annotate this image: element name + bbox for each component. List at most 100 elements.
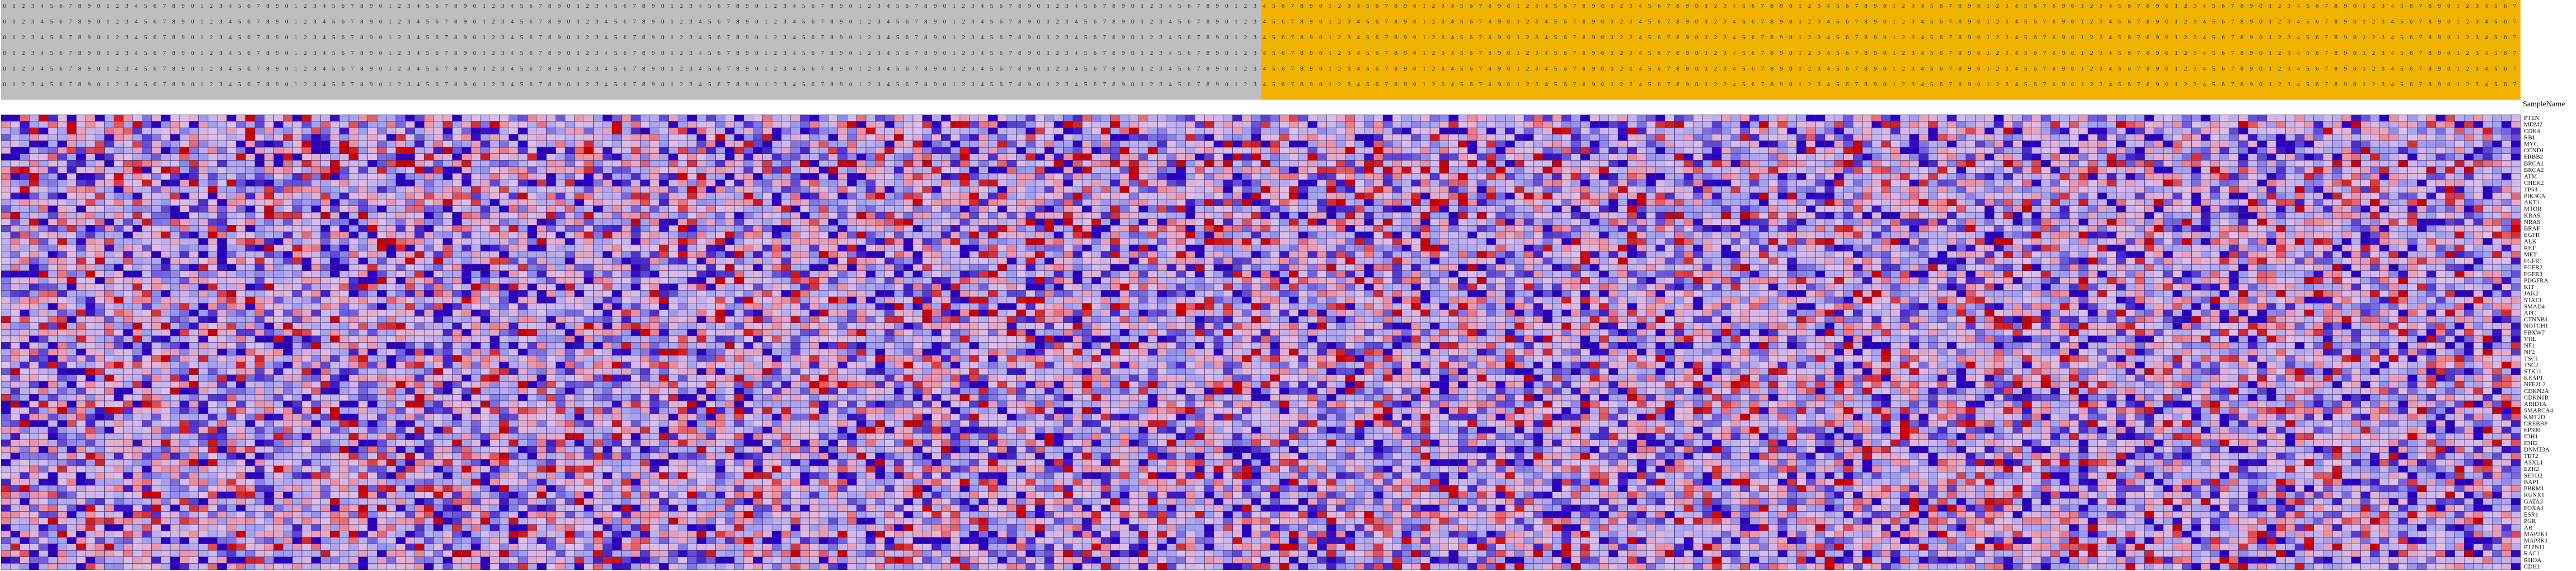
heatmap-cell [631, 134, 641, 141]
column-label-mark: 8 [360, 34, 364, 41]
heatmap-cell [1477, 147, 1487, 154]
heatmap-cell [283, 160, 293, 167]
column-label-mark: 4 [2297, 34, 2300, 41]
heatmap-cell [142, 128, 152, 134]
column-label-mark: 3 [783, 81, 786, 88]
heatmap-cell [339, 121, 349, 128]
heatmap-cell [453, 128, 462, 134]
heatmap-cell [1721, 115, 1731, 121]
heatmap-cell [1543, 115, 1553, 121]
heatmap-cell [1449, 128, 1459, 134]
heatmap-cell [1881, 134, 1891, 141]
heatmap-cell [1449, 141, 1459, 147]
column-label-mark: 5 [238, 18, 241, 25]
column-label-mark: 2 [586, 18, 589, 25]
heatmap-cell [1599, 128, 1609, 134]
heatmap-cell [2276, 134, 2286, 141]
column-label-mark: 6 [59, 81, 63, 88]
heatmap-cell [1120, 121, 1129, 128]
heatmap-cell [1599, 134, 1609, 141]
heatmap-cell [923, 128, 932, 134]
heatmap-cell [198, 141, 208, 147]
heatmap-cell [386, 134, 396, 141]
column-label-mark: 7 [1197, 34, 1200, 41]
column-label-mark: 3 [1818, 34, 1821, 41]
heatmap-cell [1045, 134, 1054, 141]
heatmap-cell [86, 115, 95, 121]
heatmap-cell [518, 147, 528, 154]
column-label-mark: 9 [181, 65, 185, 72]
heatmap-cell [1966, 115, 1976, 121]
heatmap-cell [1957, 121, 1966, 128]
heatmap-cell [734, 134, 744, 141]
heatmap-cell [1712, 128, 1722, 134]
heatmap-cell [321, 160, 330, 167]
heatmap-cell [2398, 134, 2408, 141]
heatmap-cell [330, 141, 339, 147]
column-label-mark: 8 [1958, 65, 1962, 72]
column-label-mark: 6 [1563, 18, 1567, 25]
heatmap-cell [396, 128, 406, 134]
column-label-mark: 4 [1357, 81, 1360, 88]
column-label-mark: 8 [548, 50, 552, 57]
heatmap-cell [349, 128, 358, 134]
column-label-mark: 4 [417, 18, 420, 25]
heatmap-cell [2098, 115, 2107, 121]
column-label-mark: 1 [1140, 65, 1144, 72]
heatmap-cell [923, 147, 932, 154]
column-label-mark: 0 [97, 3, 100, 10]
heatmap-cell [575, 141, 584, 147]
heatmap-cell [1665, 128, 1675, 134]
heatmap-cell [2220, 128, 2229, 134]
heatmap-cell [1872, 115, 1881, 121]
heatmap-cell [1684, 115, 1693, 121]
heatmap-cell [1280, 141, 1289, 147]
column-label-mark: 8 [1207, 65, 1210, 72]
column-label-mark: 1 [1704, 18, 1708, 25]
column-label-mark: 4 [1075, 50, 1078, 57]
column-label-mark: 9 [2156, 50, 2159, 57]
heatmap-cell [1223, 147, 1233, 154]
heatmap-cell [2426, 147, 2436, 154]
column-label-mark: 2 [116, 65, 119, 72]
heatmap-cell [1862, 141, 1872, 147]
heatmap-cell [1976, 134, 1985, 141]
column-label-mark: 7 [1103, 18, 1106, 25]
heatmap-cell [1628, 134, 1637, 141]
heatmap-cell [2426, 154, 2436, 161]
heatmap-cell [772, 154, 781, 161]
column-label-mark: 6 [1563, 81, 1567, 88]
heatmap-cell [377, 141, 386, 147]
column-label-mark: 1 [670, 65, 674, 72]
heatmap-cell [1862, 121, 1872, 128]
heatmap-cell [2511, 128, 2521, 134]
heatmap-cell [208, 154, 217, 161]
heatmap-cell [960, 134, 970, 141]
column-label-mark: 3 [1723, 3, 1727, 10]
heatmap-cell [1308, 128, 1317, 134]
heatmap-cell [2332, 121, 2342, 128]
column-label-mark: 5 [1178, 3, 1181, 10]
heatmap-cell [1477, 160, 1487, 167]
heatmap-cell [1637, 154, 1646, 161]
column-label-mark: 2 [1056, 81, 1059, 88]
heatmap-cell [2173, 121, 2182, 128]
column-label-mark: 1 [1610, 50, 1614, 57]
heatmap-cell [1891, 115, 1900, 121]
heatmap-cell [1552, 147, 1562, 154]
heatmap-cell [1430, 160, 1440, 167]
column-label-mark: 3 [407, 81, 411, 88]
column-label-mark: 9 [1592, 81, 1595, 88]
column-label-mark: 0 [849, 18, 853, 25]
column-label-mark: 8 [642, 81, 646, 88]
heatmap-cell [528, 167, 537, 174]
heatmap-cell [1026, 128, 1035, 134]
column-label-mark: 9 [2438, 81, 2441, 88]
heatmap-cell [198, 128, 208, 134]
heatmap-cell [1129, 128, 1139, 134]
heatmap-cell [67, 154, 76, 161]
heatmap-cell [1487, 121, 1496, 128]
heatmap-cell [377, 160, 386, 167]
heatmap-cell [809, 121, 819, 128]
heatmap-cell [1505, 154, 1515, 161]
